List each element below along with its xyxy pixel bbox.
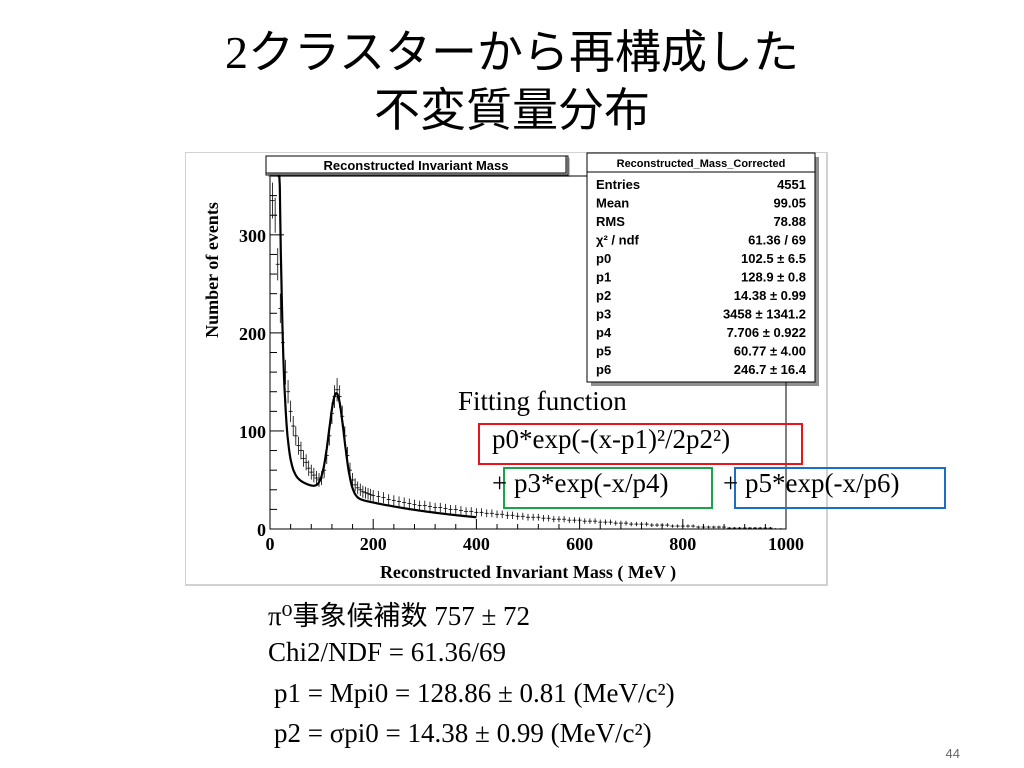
stats-value: 4551	[777, 177, 806, 192]
stats-label: p2	[596, 288, 611, 303]
result-candidates: π⁰事象候補数 757 ± 72	[268, 601, 531, 631]
result-mass: p1 = Mpi0 = 128.86 ± 0.81 (MeV/c²)	[274, 678, 675, 708]
slide-title-line2: 不変質量分布	[374, 85, 650, 136]
stats-label: Entries	[596, 177, 640, 192]
stats-value: 3458 ± 1341.2	[723, 307, 806, 322]
result-sigma: p2 = σpi0 = 14.38 ± 0.99 (MeV/c²)	[274, 718, 652, 748]
stats-label: p4	[596, 325, 612, 340]
x-tick-label: 200	[360, 534, 387, 554]
fit-curve	[277, 174, 477, 519]
fit-function-label: Fitting function	[458, 386, 627, 416]
fit-term2-box	[503, 467, 713, 509]
x-tick-label: 800	[669, 534, 696, 554]
stats-value: 78.88	[773, 214, 806, 229]
stats-name: Reconstructed_Mass_Corrected	[617, 158, 786, 170]
stats-value: 99.05	[773, 196, 806, 211]
x-tick-label: 600	[566, 534, 593, 554]
chart-title: Reconstructed Invariant Mass	[324, 158, 509, 173]
fit-term3-box	[734, 467, 946, 509]
stats-box: Reconstructed_Mass_Corrected Entries 4551…	[586, 152, 819, 386]
stats-value: 61.36 / 69	[748, 233, 806, 248]
y-axis-label: Number of events	[202, 202, 222, 338]
fit-term3: + p5*exp(-x/p6)	[723, 468, 900, 498]
stats-label: p5	[596, 344, 611, 359]
stats-value: 246.7 ± 16.4	[734, 362, 807, 377]
histogram-plot: Reconstructed Invariant Mass Reconstruct…	[185, 152, 828, 586]
stats-label: p6	[596, 362, 611, 377]
stats-value: 102.5 ± 6.5	[741, 251, 806, 266]
stats-value: 14.38 ± 0.99	[734, 288, 806, 303]
slide-title-line1: 2クラスターから再構成した	[224, 27, 800, 78]
result-chi2: Chi2/NDF = 61.36/69	[268, 637, 507, 667]
y-tick-label: 0	[257, 520, 266, 540]
fit-term2: + p3*exp(-x/p4)	[492, 468, 669, 498]
stats-label: p3	[596, 307, 611, 322]
x-tick-label: 400	[463, 534, 490, 554]
y-tick-label: 100	[239, 422, 266, 442]
stats-label: p1	[596, 270, 611, 285]
x-tick-label: 0	[266, 534, 275, 554]
y-tick-label: 300	[239, 226, 266, 246]
stats-label: Mean	[596, 196, 629, 211]
fit-term1: p0*exp(-(x-p1)²/2p2²)	[492, 424, 731, 454]
stats-value: 60.77 ± 4.00	[734, 344, 806, 359]
stats-value: 7.706 ± 0.922	[727, 325, 806, 340]
stats-label: χ² / ndf	[596, 233, 640, 248]
stats-label: RMS	[596, 214, 625, 229]
stats-value: 128.9 ± 0.8	[741, 270, 806, 285]
fit-term1-box	[478, 423, 803, 465]
y-tick-label: 200	[239, 324, 266, 344]
x-axis-label: Reconstructed Invariant Mass ( MeV )	[380, 562, 676, 583]
stats-label: p0	[596, 251, 611, 266]
page-number: 44	[945, 746, 960, 761]
x-tick-label: 1000	[768, 534, 804, 554]
